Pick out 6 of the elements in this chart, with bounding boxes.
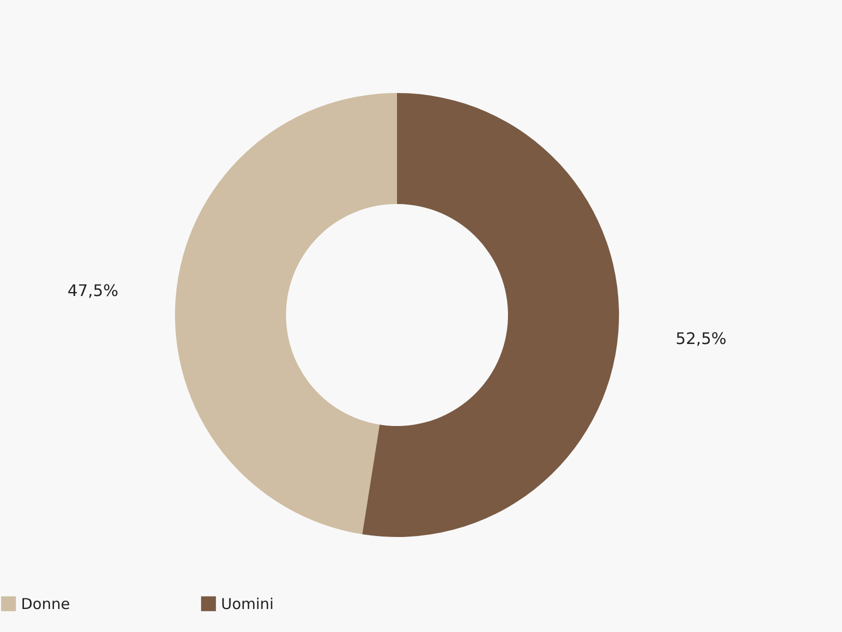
donut-slice (362, 93, 619, 537)
legend-label: Donne (21, 594, 70, 613)
data-label: 52,5% (676, 328, 726, 348)
data-label: 47,5% (68, 281, 118, 300)
legend-label: Uomini (221, 594, 274, 613)
donut-slice (175, 93, 397, 534)
